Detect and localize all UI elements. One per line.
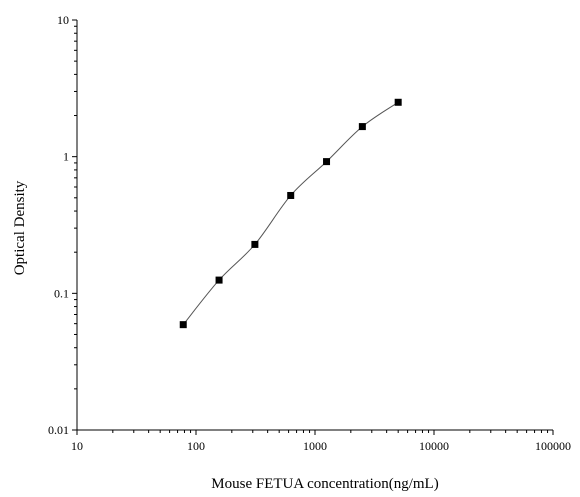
x-tick-label: 1000 <box>303 439 327 453</box>
data-point-marker <box>287 191 295 199</box>
data-point-marker <box>251 240 259 248</box>
fit-curve-line <box>182 101 399 325</box>
data-point-marker <box>323 158 331 166</box>
x-axis-label: Mouse FETUA concentration(ng/mL) <box>211 476 438 492</box>
x-tick-label: 100000 <box>535 439 571 453</box>
y-tick-label: 1 <box>63 150 69 164</box>
y-tick-label: 10 <box>57 13 69 27</box>
data-point-marker <box>358 123 366 131</box>
ticks: 10 100 1000 10000 100000 0.01 0.1 1 10 <box>48 13 571 453</box>
data-point-marker <box>215 276 223 284</box>
y-tick-label: 0.1 <box>54 286 69 300</box>
series <box>179 98 402 329</box>
x-tick-label: 100 <box>187 439 205 453</box>
data-point-marker <box>179 321 187 329</box>
axes <box>76 20 553 431</box>
y-axis-label: Optical Density <box>12 180 28 275</box>
x-tick-label: 10000 <box>419 439 449 453</box>
x-tick-label: 10 <box>71 439 83 453</box>
y-tick-label: 0.01 <box>48 423 69 437</box>
data-point-marker <box>394 98 402 106</box>
